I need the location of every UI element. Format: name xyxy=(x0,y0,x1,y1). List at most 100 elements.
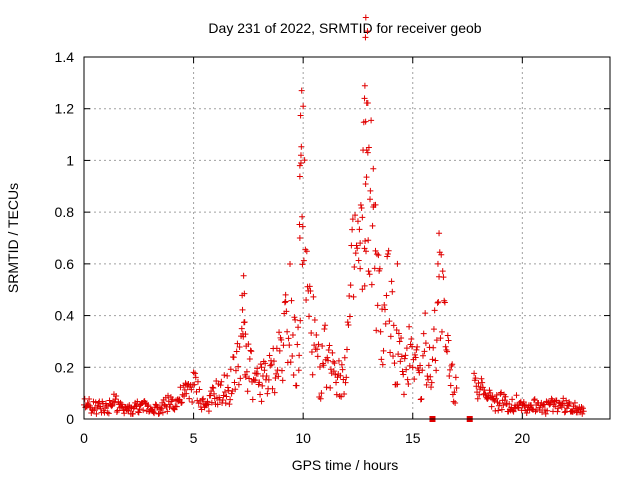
data-point xyxy=(387,333,394,340)
data-point xyxy=(411,351,418,358)
data-point xyxy=(359,286,366,293)
data-point xyxy=(151,410,158,417)
data-point xyxy=(336,393,343,400)
data-point xyxy=(452,374,459,381)
data-point xyxy=(401,355,408,362)
data-point xyxy=(390,353,397,360)
data-point xyxy=(349,226,356,233)
data-point xyxy=(449,361,456,368)
data-point xyxy=(429,356,436,363)
data-point xyxy=(364,99,371,106)
outlier-point xyxy=(297,160,304,167)
data-point xyxy=(352,250,359,257)
data-point xyxy=(373,251,380,258)
data-point xyxy=(331,360,338,367)
data-point xyxy=(358,204,365,211)
data-point xyxy=(135,408,142,415)
outlier-point xyxy=(296,235,303,241)
data-point xyxy=(221,389,228,396)
data-point xyxy=(104,409,111,416)
data-point xyxy=(425,362,432,369)
data-point xyxy=(113,409,120,416)
y-tick-label: 1 xyxy=(66,152,74,168)
data-point xyxy=(211,390,218,397)
outlier-point xyxy=(282,291,289,298)
data-point xyxy=(183,390,190,397)
data-point xyxy=(338,361,345,368)
data-point xyxy=(289,331,296,338)
data-point xyxy=(389,288,396,295)
outlier-point xyxy=(357,240,364,247)
data-point xyxy=(106,397,113,404)
data-point xyxy=(484,395,491,402)
data-point xyxy=(497,390,504,397)
data-point xyxy=(341,390,348,397)
data-point xyxy=(169,396,176,403)
data-point xyxy=(179,391,186,398)
x-tick-label: 5 xyxy=(190,430,198,446)
data-point xyxy=(500,402,507,409)
data-point xyxy=(296,221,303,228)
data-point xyxy=(365,237,372,244)
data-point xyxy=(439,268,446,275)
data-point xyxy=(362,248,369,255)
data-point xyxy=(178,399,185,406)
data-point xyxy=(391,360,398,367)
data-point xyxy=(224,372,231,379)
data-point xyxy=(361,282,368,289)
data-point xyxy=(286,342,293,349)
data-point xyxy=(247,347,254,354)
data-point xyxy=(290,372,297,379)
data-point xyxy=(479,384,486,391)
data-point xyxy=(395,351,402,358)
data-point xyxy=(235,363,242,370)
data-point xyxy=(406,323,413,330)
data-point xyxy=(347,282,354,289)
data-point xyxy=(383,292,390,299)
data-point xyxy=(88,410,95,417)
data-point xyxy=(362,34,369,41)
data-point xyxy=(317,395,324,402)
x-tick-label: 15 xyxy=(405,430,421,446)
data-point xyxy=(345,322,352,329)
outlier-point xyxy=(370,203,377,210)
data-point xyxy=(239,306,246,313)
data-point xyxy=(262,360,269,367)
data-point xyxy=(297,317,304,324)
data-point xyxy=(400,371,407,378)
data-point xyxy=(244,388,251,395)
data-point xyxy=(495,402,502,409)
data-point xyxy=(181,386,188,393)
data-point xyxy=(182,380,189,387)
data-point xyxy=(278,367,285,374)
data-point xyxy=(240,272,247,279)
data-point xyxy=(268,361,275,368)
data-point xyxy=(283,308,290,315)
data-point xyxy=(271,389,278,396)
data-point xyxy=(514,404,521,411)
data-point xyxy=(95,399,102,406)
data-point xyxy=(344,319,351,326)
data-point xyxy=(237,375,244,382)
data-point xyxy=(208,399,215,406)
data-point xyxy=(402,352,409,359)
data-point xyxy=(227,396,234,403)
data-point xyxy=(276,329,283,336)
data-point xyxy=(235,381,242,388)
data-point xyxy=(295,367,302,374)
data-point xyxy=(337,372,344,379)
data-point xyxy=(112,396,119,403)
data-point xyxy=(520,398,527,405)
data-point xyxy=(224,384,231,391)
outlier-point xyxy=(434,260,441,267)
data-point xyxy=(189,399,196,406)
data-point xyxy=(387,349,394,356)
data-point xyxy=(221,372,228,379)
data-point xyxy=(371,265,378,272)
data-point xyxy=(327,384,334,391)
data-point xyxy=(344,346,350,353)
data-point xyxy=(364,28,371,35)
data-point xyxy=(510,408,517,415)
data-point xyxy=(481,387,488,394)
data-point xyxy=(452,400,459,407)
